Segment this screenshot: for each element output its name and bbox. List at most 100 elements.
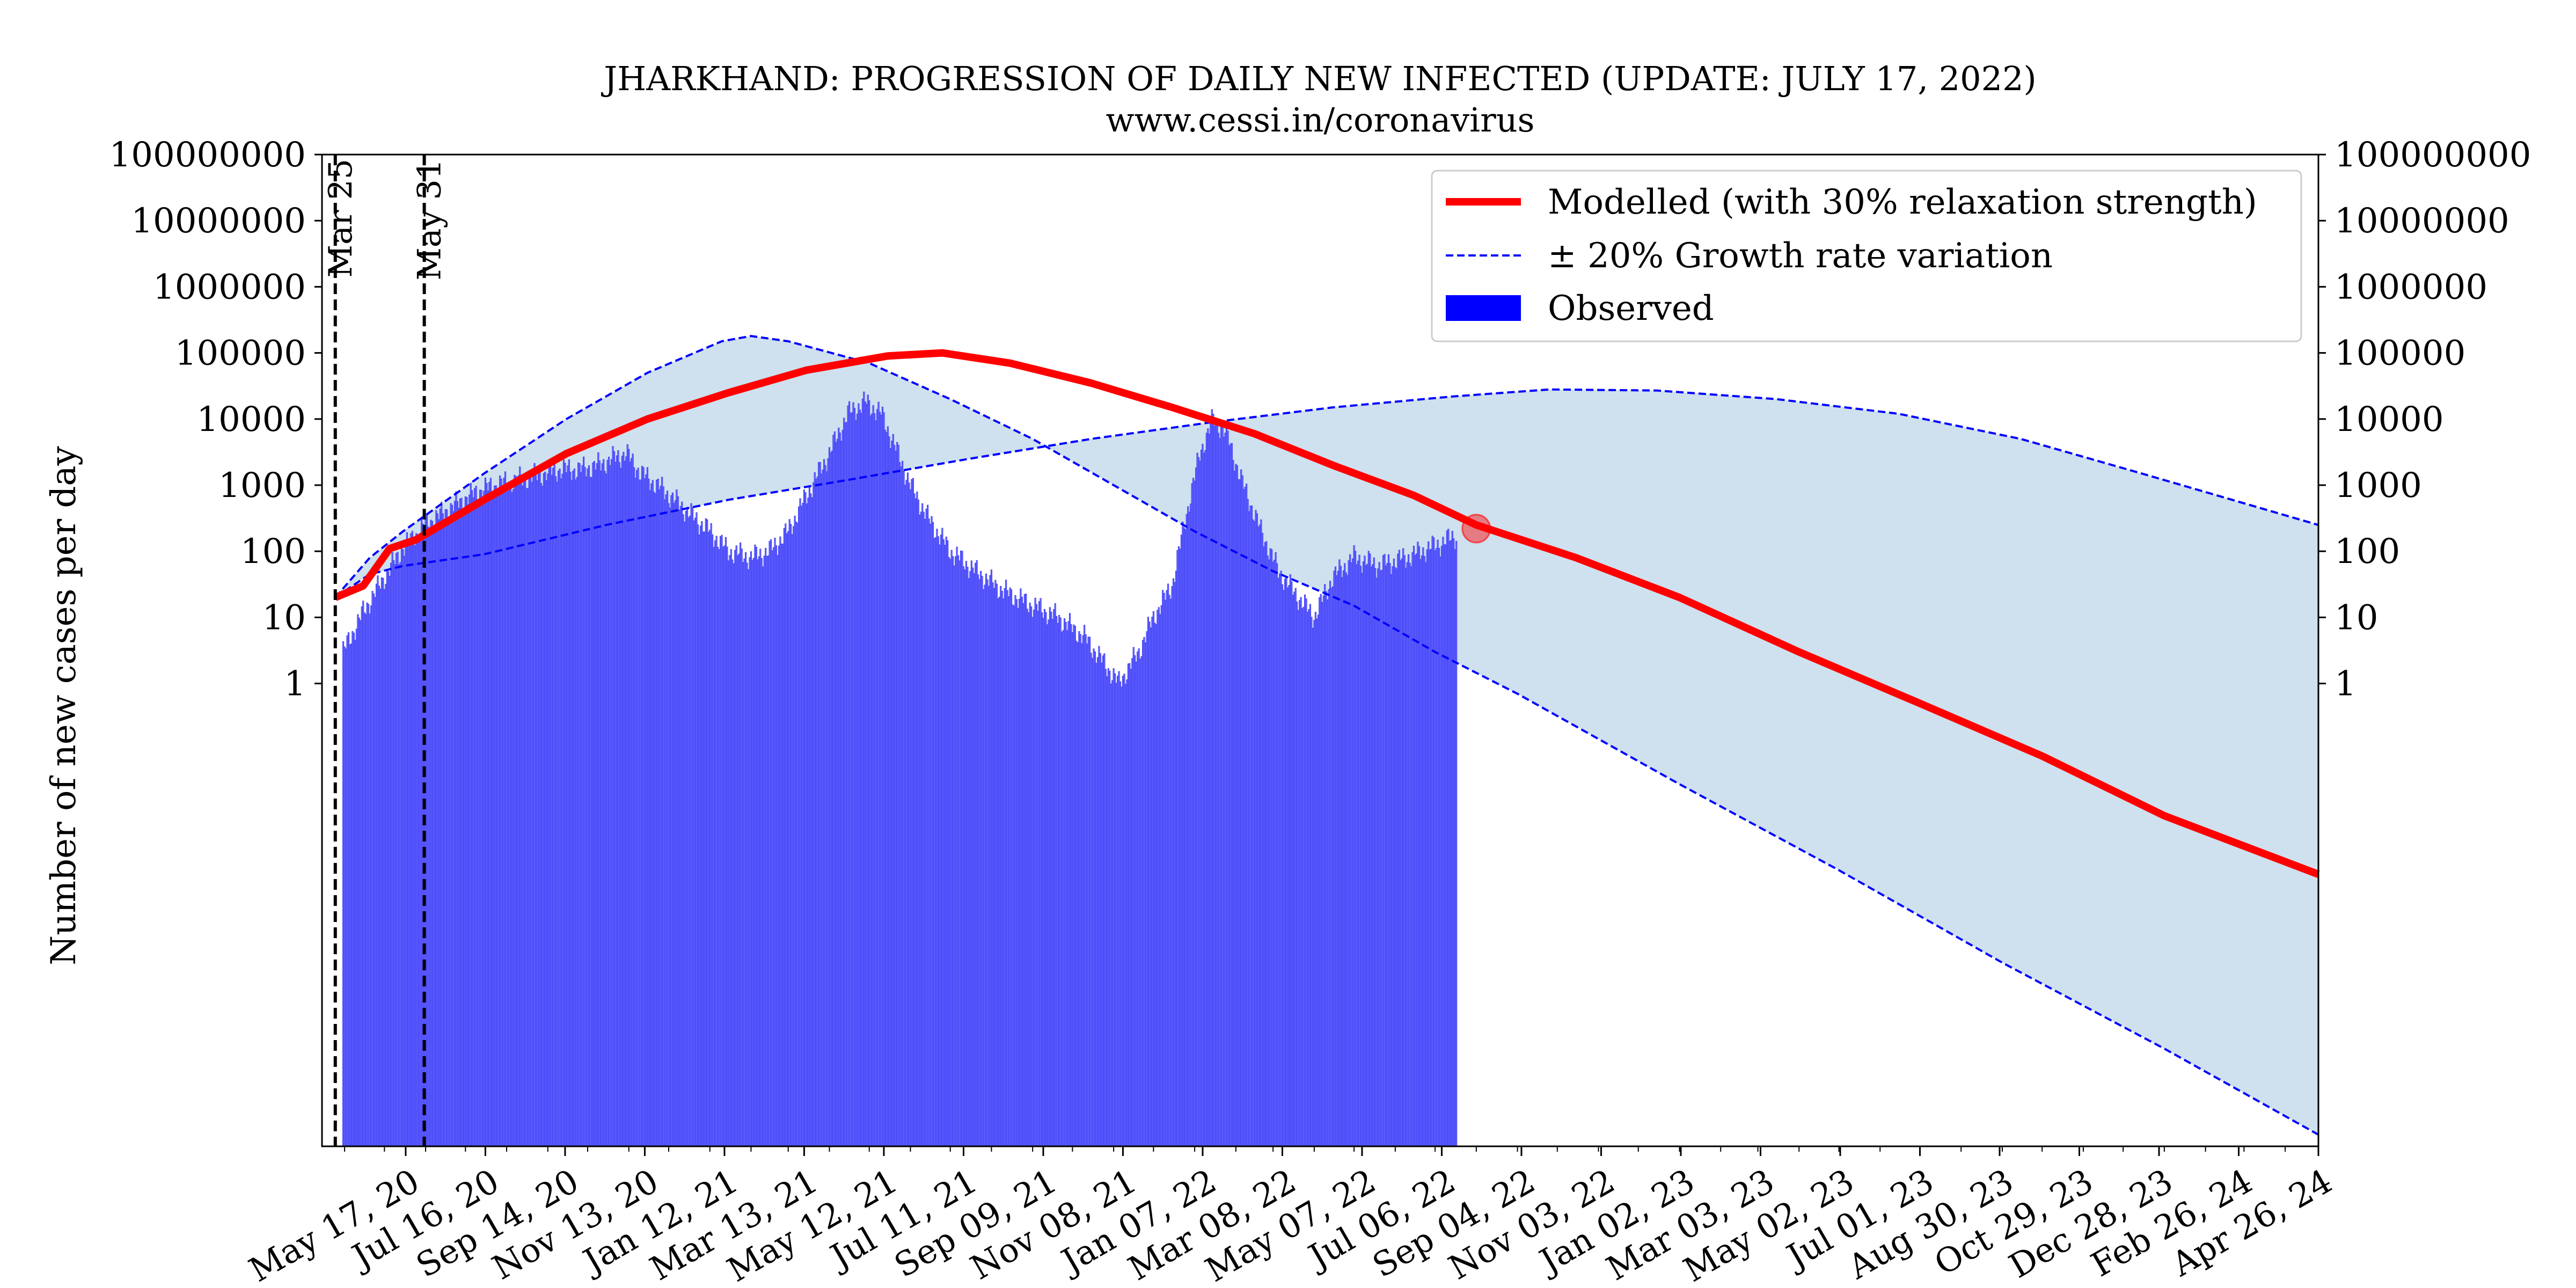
- observed-bar: [1274, 560, 1276, 1147]
- observed-bar: [919, 515, 921, 1147]
- observed-bar: [895, 451, 897, 1147]
- observed-bar: [858, 403, 860, 1147]
- observed-bar: [885, 432, 888, 1147]
- observed-bar: [443, 519, 445, 1147]
- observed-bar: [965, 561, 967, 1147]
- observed-bar: [944, 545, 946, 1147]
- observed-bar: [357, 614, 359, 1147]
- series-lines: [334, 335, 2320, 1136]
- observed-bar: [968, 578, 970, 1147]
- observed-bar: [1029, 603, 1031, 1147]
- observed-bar: [827, 458, 829, 1147]
- observed-bar: [418, 542, 420, 1147]
- observed-bar: [681, 501, 683, 1147]
- observed-bar: [1367, 551, 1370, 1147]
- observed-bar: [489, 478, 492, 1147]
- observed-bar: [1328, 589, 1330, 1147]
- observed-bar: [883, 412, 885, 1147]
- observed-bar: [1422, 547, 1424, 1147]
- observed-bar: [917, 499, 919, 1147]
- observed-bar: [597, 452, 599, 1147]
- observed-bar: [479, 489, 481, 1147]
- observed-bar: [671, 492, 674, 1147]
- observed-bar: [778, 545, 780, 1147]
- observed-bar: [360, 620, 362, 1147]
- observed-bar: [930, 523, 932, 1147]
- observed-bar: [1158, 607, 1160, 1147]
- observed-bar: [769, 541, 771, 1147]
- observed-bar: [835, 442, 837, 1147]
- observed-bar: [682, 514, 684, 1147]
- observed-bar: [1079, 634, 1081, 1147]
- chart-subtitle: www.cessi.in/coronavirus: [1106, 100, 1535, 140]
- observed-bar: [497, 489, 500, 1147]
- observed-bar: [1172, 578, 1175, 1147]
- observed-bar: [1025, 594, 1027, 1147]
- observed-bar: [1168, 595, 1170, 1147]
- observed-bar: [503, 478, 505, 1147]
- observed-bar: [1107, 668, 1109, 1147]
- observed-bar: [1285, 576, 1287, 1147]
- observed-bar: [735, 545, 737, 1147]
- observed-bar: [1043, 609, 1045, 1147]
- observed-bar: [1030, 606, 1033, 1147]
- observed-bar: [780, 543, 782, 1147]
- observed-bar: [1204, 450, 1206, 1147]
- observed-bar: [859, 409, 861, 1147]
- observed-bar: [1276, 563, 1278, 1147]
- observed-bar: [1451, 531, 1453, 1147]
- observed-bar: [894, 445, 896, 1147]
- observed-bar: [530, 474, 532, 1147]
- observed-bar: [1036, 604, 1038, 1147]
- observed-bar: [1263, 546, 1265, 1147]
- observed-bar: [1342, 570, 1344, 1147]
- observed-bar: [1414, 555, 1416, 1147]
- observed-bar: [772, 547, 775, 1147]
- observed-bar: [1299, 600, 1301, 1147]
- observed-bar: [719, 536, 722, 1147]
- observed-bar: [1046, 624, 1048, 1147]
- observed-bar: [608, 457, 610, 1147]
- observed-bar: [1305, 598, 1307, 1147]
- observed-bar: [411, 531, 413, 1147]
- observed-bar: [652, 480, 654, 1147]
- observed-bar: [994, 580, 997, 1147]
- observed-bar: [495, 485, 497, 1147]
- observed-bar: [1373, 557, 1375, 1147]
- observed-bar: [717, 547, 719, 1147]
- observed-bar: [1385, 565, 1387, 1147]
- observed-bar: [818, 462, 820, 1147]
- observed-bar: [368, 604, 370, 1147]
- observed-bar: [1001, 591, 1003, 1147]
- observed-bar: [976, 560, 978, 1147]
- observed-bar: [1283, 590, 1285, 1147]
- observed-bar: [983, 589, 985, 1147]
- observed-bar: [1355, 551, 1357, 1147]
- observed-bar: [383, 589, 385, 1147]
- observed-bar: [1004, 588, 1006, 1147]
- observed-bar: [378, 586, 380, 1147]
- observed-bar: [694, 517, 697, 1147]
- observed-bar: [1232, 460, 1234, 1147]
- observed-bar: [1061, 632, 1063, 1147]
- observed-bar: [1006, 590, 1008, 1147]
- observed-bar: [1131, 658, 1133, 1147]
- observed-bar: [770, 539, 772, 1147]
- growth-upper-line: [334, 335, 2319, 1136]
- observed-bar: [955, 556, 957, 1147]
- observed-bar: [1073, 624, 1075, 1147]
- observed-bar: [413, 544, 415, 1147]
- observed-bar: [1390, 574, 1392, 1147]
- observed-bar: [775, 545, 778, 1147]
- observed-bar: [502, 486, 504, 1147]
- observed-bar: [990, 569, 992, 1147]
- observed-bar: [693, 520, 695, 1147]
- observed-bar: [669, 507, 671, 1147]
- observed-bar: [1280, 570, 1282, 1147]
- observed-bar: [1045, 612, 1047, 1147]
- observed-bar: [1213, 426, 1216, 1147]
- observed-bar: [1257, 526, 1260, 1147]
- observed-bar: [463, 510, 465, 1147]
- observed-bar: [992, 582, 994, 1147]
- observed-bar: [658, 489, 661, 1147]
